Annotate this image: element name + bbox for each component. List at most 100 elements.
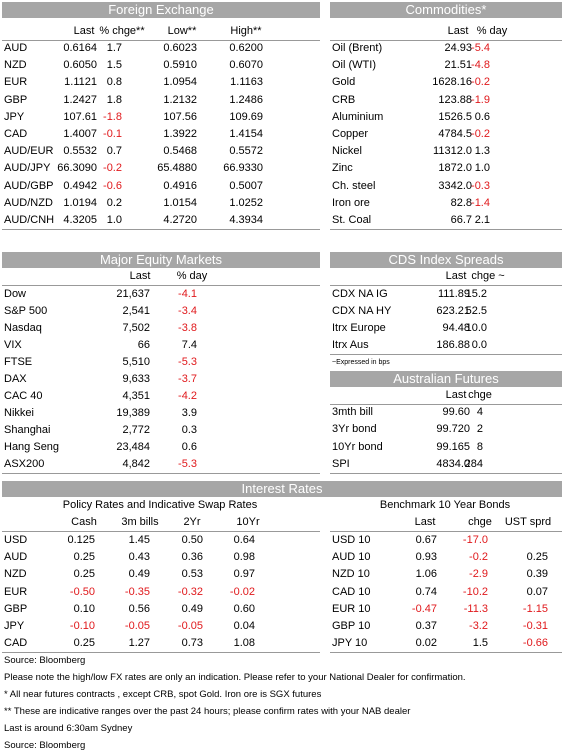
cell: 0.49	[181, 602, 203, 615]
cell: -0.2	[103, 162, 122, 175]
cell: -3.8	[178, 322, 197, 334]
cell: 623.21	[436, 305, 470, 317]
cell: -0.02	[229, 585, 255, 598]
cell: 0.93	[415, 551, 437, 564]
column-header: 3m bills	[121, 516, 159, 528]
rule	[330, 404, 562, 405]
column-header: % day	[176, 270, 208, 282]
cell: 1.27	[128, 637, 150, 650]
cell: 4834.0	[436, 457, 470, 470]
column-header: UST sprd	[504, 516, 552, 528]
cell: 0.25	[73, 568, 95, 581]
cell: 10.0	[465, 322, 487, 334]
note: ~Expressed in bps	[332, 359, 390, 366]
cell: 1.4007	[63, 128, 97, 140]
cell: 2,541	[122, 305, 150, 317]
cell: 7.4	[181, 339, 197, 351]
cell: 66.3090	[57, 162, 97, 175]
cell: 1.4154	[229, 128, 263, 140]
cell: 1.08	[233, 637, 255, 650]
row-label: NZD	[4, 59, 27, 72]
cell: 1.2427	[63, 93, 97, 106]
rule	[330, 472, 562, 474]
rule	[330, 531, 562, 532]
section-header: Foreign Exchange	[2, 2, 320, 18]
cell: 4,842	[122, 458, 150, 470]
cell: 3.9	[181, 407, 197, 419]
cell: 1.3922	[163, 128, 197, 140]
cell: 82.8	[450, 196, 472, 209]
cell: 66.7	[450, 214, 472, 226]
row-label: Iron ore	[332, 196, 370, 209]
row-label: S&P 500	[4, 305, 48, 317]
cell: 15.2	[465, 288, 487, 300]
cell: 0.6164	[63, 42, 97, 54]
cell: -2.9	[469, 568, 488, 581]
cell: -0.05	[177, 620, 203, 632]
cell: 0.25	[526, 551, 548, 564]
cell: 4,351	[122, 390, 150, 402]
section-header: CDS Index Spreads	[330, 252, 562, 268]
cell: 0.49	[128, 568, 150, 581]
row-label: Nickel	[332, 145, 362, 158]
cell: -1.4	[471, 196, 490, 209]
row-label: CAD 10	[332, 585, 371, 598]
cell: 0.25	[73, 551, 95, 564]
row-label: Ch. steel	[332, 179, 376, 192]
cell: 0.37	[415, 620, 437, 632]
cell: -0.2	[471, 76, 490, 89]
cell: -4.2	[178, 390, 197, 402]
row-label: Nikkei	[4, 407, 34, 419]
section-header: Interest Rates	[2, 481, 562, 497]
cell: 0.4916	[163, 179, 197, 192]
footnote: ** These are indicative ranges over the …	[4, 706, 411, 717]
cell: 21.51	[444, 59, 472, 72]
row-label: 10Yr bond	[332, 440, 383, 453]
column-header: Last	[129, 270, 151, 282]
row-label: AUD/JPY	[4, 162, 51, 175]
cell: 4784.5	[438, 128, 472, 140]
column-header: High**	[230, 25, 262, 37]
cell: 4.3934	[229, 214, 263, 226]
cell: 1.5	[472, 637, 488, 650]
row-label: Nasdaq	[4, 322, 42, 334]
cell: -0.47	[411, 602, 437, 615]
cell: 2,772	[122, 424, 150, 436]
footnote: * All near futures contracts , except CR…	[4, 689, 322, 700]
cell: -0.31	[522, 620, 548, 632]
cell: 0.6	[474, 110, 490, 123]
cell: 1.2132	[163, 93, 197, 106]
row-label: FTSE	[4, 356, 33, 368]
row-label: AUD	[4, 42, 28, 54]
cell: -4.8	[471, 59, 490, 72]
cell: -4.1	[178, 288, 197, 300]
cell: 0.125	[67, 534, 95, 546]
row-label: NZD 10	[332, 568, 370, 581]
cell: 1.1121	[64, 76, 97, 89]
row-label: EUR	[4, 76, 28, 89]
rule	[2, 531, 320, 532]
cell: 9,633	[122, 373, 150, 385]
footnote: Source: Bloomberg	[4, 655, 86, 666]
cell: 99.165	[436, 440, 470, 453]
row-label: Dow	[4, 288, 27, 300]
row-label: AUD/GBP	[4, 179, 54, 192]
column-header: Last	[445, 389, 467, 401]
column-header: Last	[447, 25, 469, 37]
cell: -11.3	[463, 602, 488, 615]
cell: 284	[464, 457, 483, 470]
row-label: Oil (WTI)	[332, 59, 376, 72]
cell: -1.8	[103, 110, 122, 123]
cell: 109.69	[229, 110, 263, 123]
subheader: Policy Rates and Indicative Swap Rates	[62, 499, 258, 511]
row-label: ASX200	[4, 458, 45, 470]
cell: -0.3	[471, 179, 490, 192]
cell: 66.9330	[223, 162, 263, 175]
cell: 0.5572	[229, 145, 263, 158]
row-label: GBP	[4, 602, 28, 615]
cell: -5.3	[178, 458, 197, 470]
cell: 0.2	[106, 196, 122, 209]
row-label: GBP 10	[332, 620, 371, 632]
cell: -3.4	[178, 305, 197, 317]
cell: 0.5468	[163, 145, 197, 158]
